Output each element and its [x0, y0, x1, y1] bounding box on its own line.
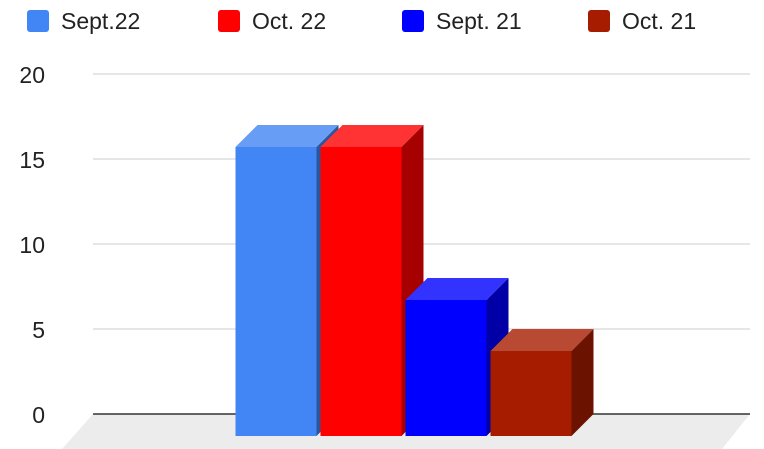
legend-swatch [402, 10, 424, 32]
legend-label: Sept.22 [61, 8, 140, 34]
bar-side [571, 329, 594, 436]
bar-front [235, 147, 317, 436]
bar-front [490, 351, 572, 436]
y-tick-label: 5 [32, 317, 45, 343]
y-tick-label: 15 [19, 147, 45, 173]
y-tick-label: 10 [19, 232, 45, 258]
legend-swatch [27, 10, 49, 32]
bar-top [320, 125, 424, 147]
legend-swatch [588, 10, 610, 32]
bar-top [405, 278, 509, 300]
bar-top [490, 329, 594, 351]
bar-front [405, 300, 487, 436]
legend-label: Oct. 22 [252, 8, 326, 34]
bar-top [235, 125, 339, 147]
y-tick-label: 0 [32, 402, 45, 428]
legend-label: Sept. 21 [436, 8, 522, 34]
y-tick-label: 20 [19, 62, 45, 88]
legend-swatch [218, 10, 240, 32]
bar-front [320, 147, 402, 436]
legend-label: Oct. 21 [622, 8, 696, 34]
